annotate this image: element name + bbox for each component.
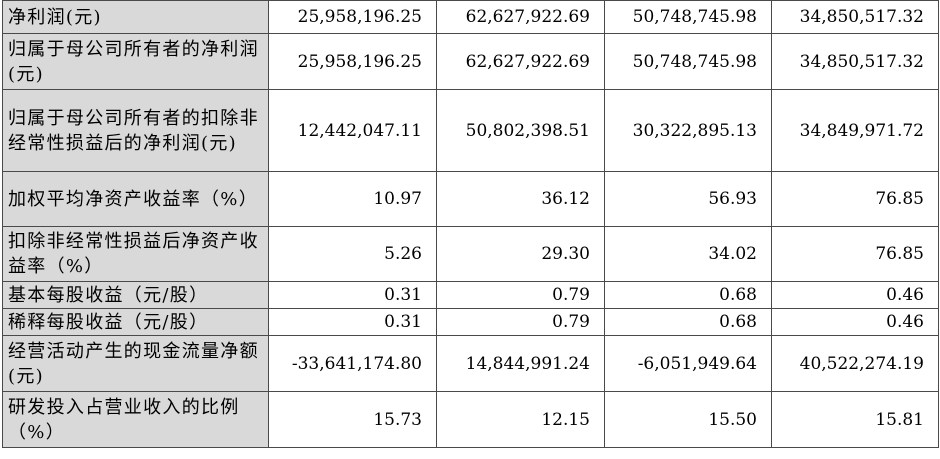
row-label: 归属于母公司所有者的扣除非经常性损益后的净利润(元) bbox=[2, 89, 269, 172]
value-cell: 36.12 bbox=[436, 171, 605, 227]
value-cell: 76.85 bbox=[771, 226, 939, 282]
value-cell: -6,051,949.64 bbox=[604, 335, 772, 392]
value-cell: 25,958,196.25 bbox=[268, 0, 437, 34]
value-cell: 50,748,745.98 bbox=[604, 0, 772, 34]
value-cell: 12.15 bbox=[436, 391, 605, 448]
table-row-diluted-eps: 稀释每股收益（元/股） 0.31 0.79 0.68 0.46 bbox=[2, 308, 939, 336]
value-cell: 0.79 bbox=[436, 308, 605, 336]
value-cell: 0.31 bbox=[268, 308, 437, 336]
value-cell: 50,802,398.51 bbox=[436, 89, 605, 172]
table-row-deducted-roe: 扣除非经常性损益后净资产收益率（%） 5.26 29.30 34.02 76.8… bbox=[2, 226, 939, 282]
value-cell: 14,844,991.24 bbox=[436, 335, 605, 392]
table-row-weighted-roe: 加权平均净资产收益率（%） 10.97 36.12 56.93 76.85 bbox=[2, 171, 939, 227]
row-label: 研发投入占营业收入的比例（%） bbox=[2, 391, 269, 448]
table-row-rd-ratio: 研发投入占营业收入的比例（%） 15.73 12.15 15.50 15.81 bbox=[2, 391, 939, 448]
value-cell: 0.68 bbox=[604, 308, 772, 336]
value-cell: 62,627,922.69 bbox=[436, 33, 605, 90]
value-cell: 25,958,196.25 bbox=[268, 33, 437, 90]
value-cell: 34,850,517.32 bbox=[771, 33, 939, 90]
value-cell: 30,322,895.13 bbox=[604, 89, 772, 172]
value-cell: 29.30 bbox=[436, 226, 605, 282]
value-cell: 56.93 bbox=[604, 171, 772, 227]
table-row-net-profit-parent: 归属于母公司所有者的净利润(元) 25,958,196.25 62,627,92… bbox=[2, 33, 939, 90]
value-cell: 0.68 bbox=[604, 281, 772, 309]
row-label: 经营活动产生的现金流量净额(元) bbox=[2, 335, 269, 392]
row-label: 稀释每股收益（元/股） bbox=[2, 308, 269, 336]
row-label: 归属于母公司所有者的净利润(元) bbox=[2, 33, 269, 90]
value-cell: 0.31 bbox=[268, 281, 437, 309]
value-cell: 15.50 bbox=[604, 391, 772, 448]
financial-indicators-table: 净利润(元) 25,958,196.25 62,627,922.69 50,74… bbox=[2, 0, 939, 448]
value-cell: 34.02 bbox=[604, 226, 772, 282]
value-cell: 0.79 bbox=[436, 281, 605, 309]
row-label: 扣除非经常性损益后净资产收益率（%） bbox=[2, 226, 269, 282]
value-cell: 62,627,922.69 bbox=[436, 0, 605, 34]
value-cell: 0.46 bbox=[771, 308, 939, 336]
value-cell: 15.73 bbox=[268, 391, 437, 448]
value-cell: 15.81 bbox=[771, 391, 939, 448]
value-cell: 40,522,274.19 bbox=[771, 335, 939, 392]
row-label: 净利润(元) bbox=[2, 0, 269, 34]
table-row-net-profit-parent-deducted: 归属于母公司所有者的扣除非经常性损益后的净利润(元) 12,442,047.11… bbox=[2, 89, 939, 172]
table-row-basic-eps: 基本每股收益（元/股） 0.31 0.79 0.68 0.46 bbox=[2, 281, 939, 309]
value-cell: -33,641,174.80 bbox=[268, 335, 437, 392]
value-cell: 10.97 bbox=[268, 171, 437, 227]
value-cell: 5.26 bbox=[268, 226, 437, 282]
row-label: 加权平均净资产收益率（%） bbox=[2, 171, 269, 227]
row-label: 基本每股收益（元/股） bbox=[2, 281, 269, 309]
value-cell: 0.46 bbox=[771, 281, 939, 309]
financial-indicators-table-container: 净利润(元) 25,958,196.25 62,627,922.69 50,74… bbox=[2, 0, 939, 448]
value-cell: 34,849,971.72 bbox=[771, 89, 939, 172]
value-cell: 12,442,047.11 bbox=[268, 89, 437, 172]
table-row-net-profit: 净利润(元) 25,958,196.25 62,627,922.69 50,74… bbox=[2, 0, 939, 34]
value-cell: 50,748,745.98 bbox=[604, 33, 772, 90]
value-cell: 34,850,517.32 bbox=[771, 0, 939, 34]
table-row-operating-cash-flow: 经营活动产生的现金流量净额(元) -33,641,174.80 14,844,9… bbox=[2, 335, 939, 392]
value-cell: 76.85 bbox=[771, 171, 939, 227]
